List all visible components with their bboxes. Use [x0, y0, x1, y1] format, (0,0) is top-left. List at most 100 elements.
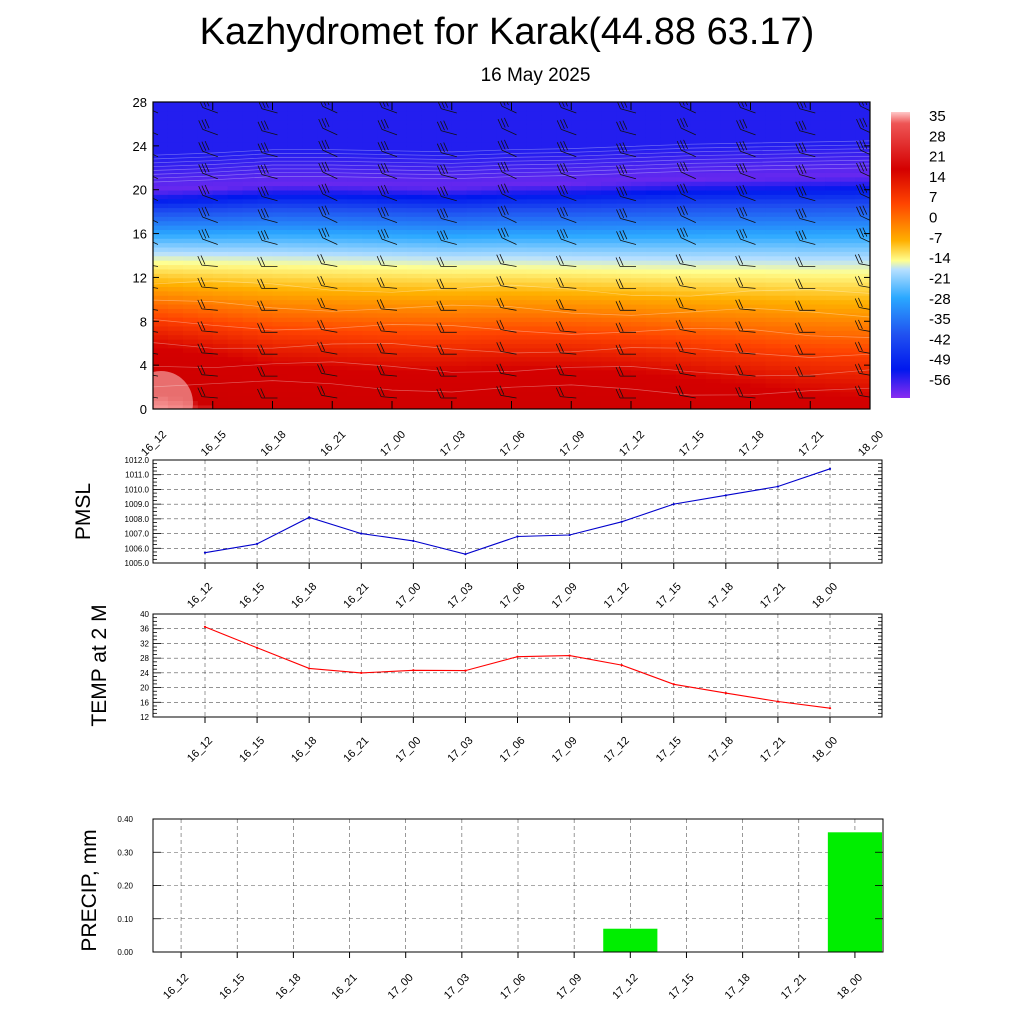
x-tick-label: 17_15 [666, 972, 696, 1002]
wind-barb [257, 366, 278, 377]
gridlines [153, 818, 883, 953]
wind-barb [153, 309, 159, 311]
y-tick-label: 28 [140, 654, 149, 663]
wind-barb [436, 164, 457, 180]
wind-barb [615, 256, 636, 267]
chart-subtitle: 16 May 2025 [480, 65, 591, 86]
wind-barb [615, 366, 636, 377]
wind-barb [497, 161, 517, 180]
data-point [464, 553, 467, 556]
wind-barb [795, 186, 816, 202]
colorbar: 35 28 21 14 7 0 -7 -14 -21 -28 -35 -42 -49 -56 [891, 108, 951, 398]
colorbar-gradient [891, 112, 910, 398]
data-point [516, 655, 519, 658]
wind-barb [796, 102, 816, 114]
wind-barb [854, 341, 870, 354]
wind-barb [615, 322, 636, 333]
colorbar-label: -21 [929, 270, 951, 287]
wind-barb [854, 275, 870, 288]
wind-barb [736, 228, 756, 245]
wind-barb [257, 388, 278, 399]
wind-barb [735, 277, 756, 289]
wind-barb [318, 227, 338, 245]
data-point [308, 516, 311, 519]
y-tick-label: 1010.0 [125, 485, 150, 494]
colorbar-label: 0 [929, 210, 937, 227]
wind-barb [555, 299, 577, 311]
wind-barb [615, 300, 636, 311]
wind-barb [257, 300, 278, 311]
wind-barb [153, 331, 159, 333]
wind-barb [436, 278, 457, 289]
x-tick-label: 17_12 [617, 429, 647, 459]
wind-barb [675, 297, 696, 311]
x-tick-label: 16_12 [185, 735, 215, 765]
wind-barb [676, 227, 696, 245]
colorbar-label: -42 [929, 331, 951, 348]
wind-barb [617, 102, 637, 114]
wind-barb [317, 385, 338, 399]
wind-barb [676, 161, 696, 180]
wind-barb [736, 162, 756, 180]
wind-barb [615, 278, 636, 289]
minor-ticks [153, 459, 882, 564]
wind-barb [794, 322, 816, 333]
gridlines [153, 613, 882, 718]
chart-title: Kazhydromet for Karak(44.88 63.17) [199, 11, 815, 53]
y-tick-label: 0 [140, 402, 147, 417]
data-point [255, 542, 259, 545]
wind-barb [794, 256, 816, 267]
wind-barb [199, 102, 218, 114]
x-tick-label: 17_03 [445, 581, 475, 611]
data-point [568, 654, 571, 657]
x-tick-label: 17_06 [498, 581, 528, 611]
wind-barb [856, 183, 870, 199]
wind-barb [318, 139, 338, 158]
x-tick-label: 18_00 [810, 581, 840, 611]
wind-barb [856, 161, 870, 177]
x-tick-label: 17_06 [498, 735, 528, 765]
wind-barb [377, 119, 398, 136]
wind-barb [736, 140, 756, 158]
x-tick-label: 17_03 [445, 735, 475, 765]
x-tick-label: 17_12 [602, 735, 632, 765]
wind-barb [198, 140, 218, 158]
x-tick-label: 17_12 [610, 972, 640, 1002]
wind-barb [257, 120, 278, 136]
x-tick-label: 17_00 [393, 735, 423, 765]
data-point [360, 532, 363, 535]
wind-barb [735, 343, 756, 355]
y-tick-label: 1007.0 [125, 530, 150, 539]
wind-barb [317, 363, 338, 377]
x-tick-label: 16_15 [199, 429, 229, 459]
wind-barb [794, 366, 816, 377]
wind-barb [616, 120, 637, 136]
wind-barb [153, 374, 159, 377]
wind-barb [556, 206, 577, 223]
wind-barb [377, 162, 398, 180]
data-point [828, 707, 832, 710]
wind-barb [496, 275, 517, 289]
temperature-cross-section: 0 4 8 12 16 20 24 28 16_12 16_15 16_18 16_21 17_00 17… [133, 95, 951, 459]
wind-barb [555, 364, 577, 377]
wind-barb [676, 183, 696, 202]
wind-barb [257, 186, 278, 202]
wind-barb [555, 255, 577, 267]
wind-barb [153, 287, 159, 289]
surface-hotspot [153, 371, 193, 409]
y-tick-label: 1012.0 [125, 456, 150, 465]
wind-barb [496, 253, 517, 267]
x-tick-label: 16_12 [139, 429, 169, 459]
wind-barb [436, 230, 457, 245]
colorbar-label: 35 [929, 108, 946, 125]
wind-barb [795, 208, 816, 223]
wind-barb [496, 385, 517, 399]
wind-barb [197, 277, 218, 289]
wind-barb [854, 319, 870, 332]
series-line [204, 626, 831, 709]
wind-barb [153, 265, 159, 267]
x-tick-label: 16_21 [341, 581, 371, 611]
x-tick-label: 17_18 [723, 972, 753, 1002]
wind-barb [556, 162, 577, 180]
